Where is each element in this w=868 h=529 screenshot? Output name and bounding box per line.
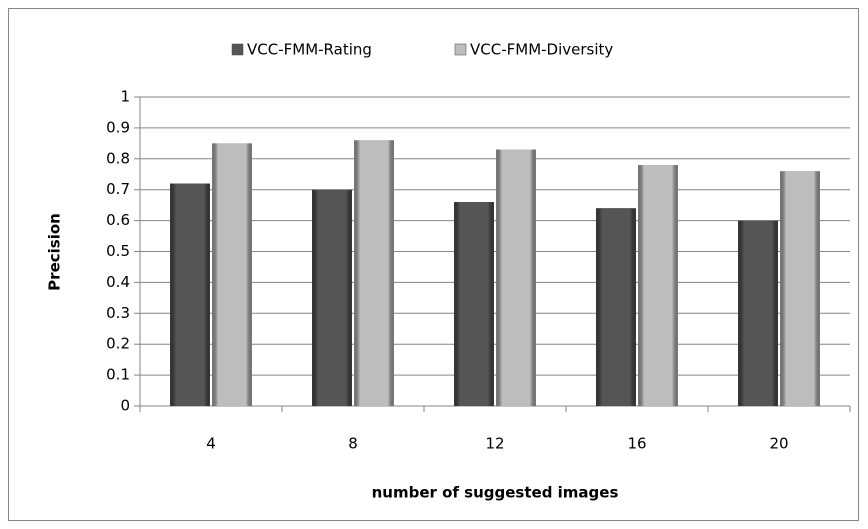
x-axis-label: number of suggested images [372,484,619,502]
legend-swatch [454,43,467,56]
legend-swatch [231,43,244,56]
bar-shade [596,208,636,406]
bar-shade [738,220,778,406]
bar-shade [312,189,352,406]
y-tick-label: 0 [120,397,130,415]
bar-shade [454,202,494,406]
y-tick-label: 0.9 [106,118,130,136]
y-tick-label: 1 [120,88,130,106]
bar-shade [496,149,536,406]
legend-label: VCC-FMM-Rating [247,41,372,59]
x-tick-label: 20 [769,435,788,453]
bar-shade [780,171,820,406]
y-tick-label: 0.6 [106,211,130,229]
x-tick-label: 16 [627,435,646,453]
y-tick-label: 0.3 [106,304,130,322]
y-tick-label: 0.8 [106,149,130,167]
x-tick-label: 8 [348,435,358,453]
y-tick-label: 0.5 [106,242,130,260]
chart-frame [8,8,859,521]
y-tick-label: 0.2 [106,335,130,353]
x-tick-label: 12 [485,435,504,453]
y-axis-label: Precision [46,213,64,291]
bar-shade [354,140,394,406]
x-tick-label: 4 [206,435,216,453]
legend-label: VCC-FMM-Diversity [470,41,613,59]
bar-shade [212,143,252,406]
y-tick-label: 0.1 [106,366,130,384]
bar-shade [170,183,210,406]
y-tick-label: 0.4 [106,273,130,291]
bar-shade [638,164,678,406]
y-tick-label: 0.7 [106,180,130,198]
